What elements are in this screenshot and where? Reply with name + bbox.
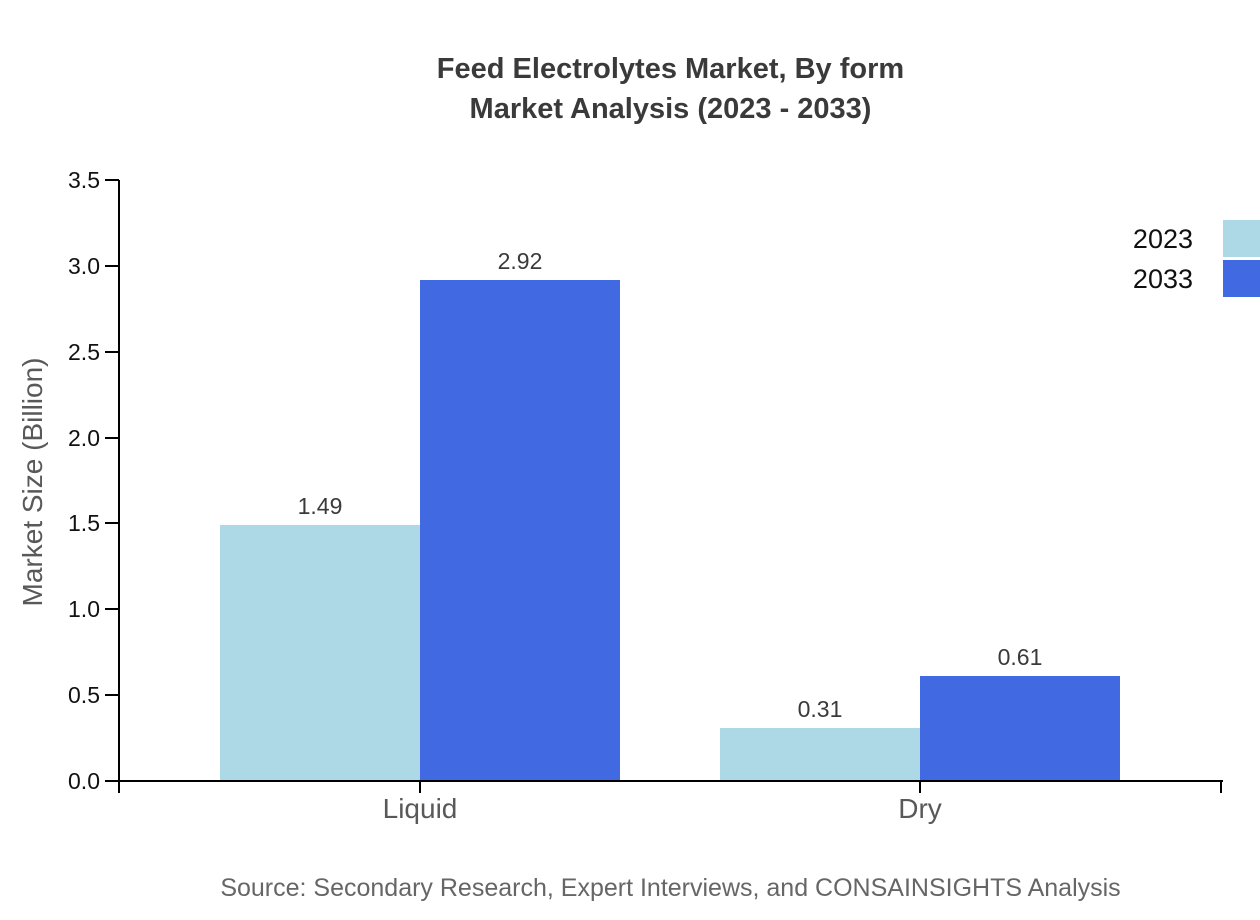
- legend-swatch: [1223, 260, 1260, 297]
- y-tick-label: 2.5: [68, 338, 100, 365]
- bar-value-label: 0.61: [997, 644, 1043, 671]
- y-tick: [105, 608, 119, 611]
- legend-label: 2023: [1132, 224, 1193, 254]
- x-tick: [419, 781, 421, 793]
- chart-title: Feed Electrolytes Market, By form Market…: [120, 49, 1221, 129]
- y-tick: [105, 179, 119, 181]
- y-tick: [105, 694, 119, 697]
- bar-value-label: 0.31: [797, 695, 843, 722]
- category-label: Liquid: [382, 793, 458, 824]
- source-note: Source: Secondary Research, Expert Inter…: [220, 874, 1121, 902]
- y-tick-label: 3.5: [68, 167, 100, 193]
- legend-swatch: [1223, 220, 1260, 257]
- y-tick-label: 1.5: [68, 510, 100, 537]
- x-tick: [919, 781, 921, 793]
- y-tick: [105, 780, 119, 782]
- y-axis-line: [118, 180, 120, 793]
- y-tick: [105, 436, 119, 439]
- chart-title-line2: Market Analysis (2023 - 2033): [469, 93, 872, 125]
- bar-value-label: 1.49: [297, 493, 343, 520]
- y-tick: [105, 264, 119, 267]
- y-tick-label: 2.0: [68, 424, 100, 451]
- y-tick-label: 1.0: [68, 596, 100, 623]
- category-label: Dry: [898, 793, 942, 824]
- x-axis-line: [118, 780, 1223, 782]
- y-axis-title: Market Size (Billion): [17, 357, 48, 607]
- y-tick-label: 0.0: [68, 768, 100, 794]
- bar: [920, 676, 1120, 781]
- y-tick: [105, 350, 119, 353]
- y-tick: [105, 522, 119, 525]
- x-axis-end-tick: [1220, 781, 1222, 793]
- bar: [420, 279, 620, 781]
- bar-value-label: 2.92: [497, 247, 543, 274]
- y-tick-label: 3.0: [68, 252, 100, 279]
- y-tick-label: 0.5: [68, 682, 100, 709]
- chart-title-line1: Feed Electrolytes Market, By form: [436, 53, 905, 85]
- bar: [220, 525, 420, 781]
- bar: [720, 727, 920, 781]
- legend-label: 2033: [1132, 264, 1193, 294]
